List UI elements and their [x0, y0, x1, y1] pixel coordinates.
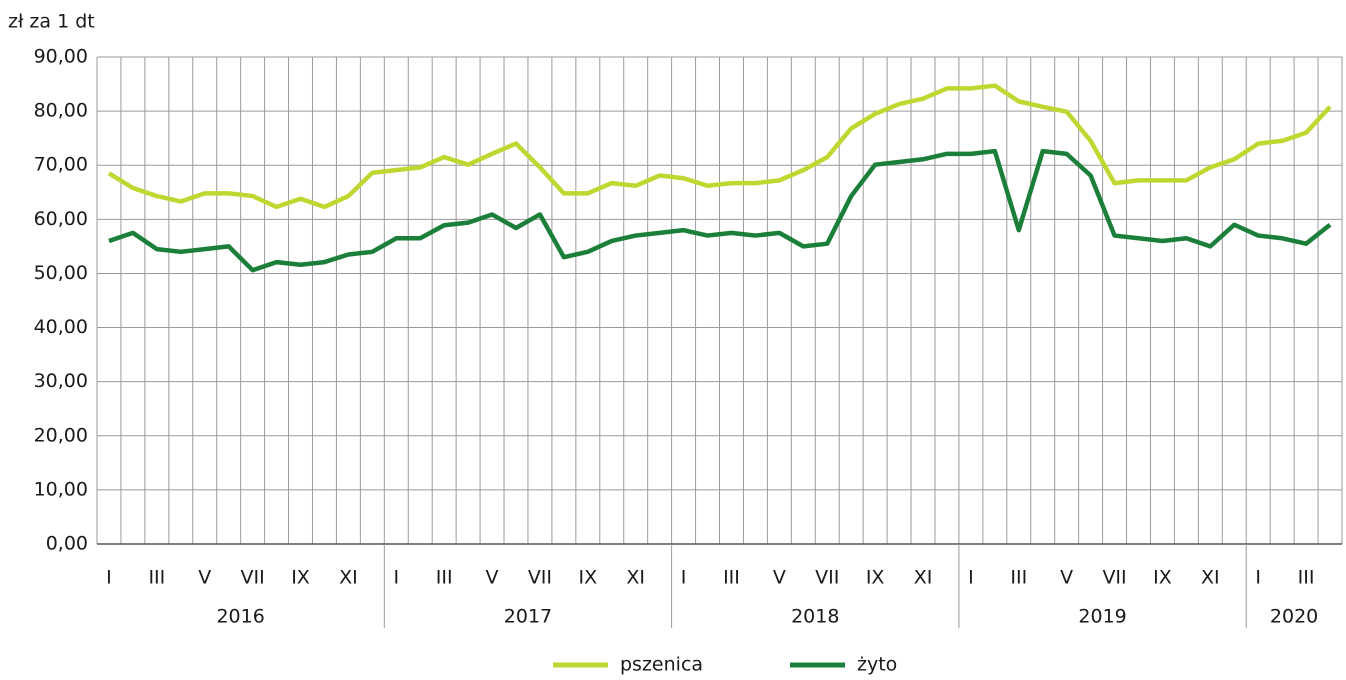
- x-tick-label: VII: [1102, 567, 1126, 589]
- y-tick-label: 0,00: [46, 533, 88, 555]
- y-axis-label: zł za 1 dt: [8, 11, 95, 33]
- x-tick-label: III: [148, 567, 165, 589]
- x-tick-label: I: [968, 567, 974, 589]
- y-tick-label: 20,00: [34, 424, 88, 446]
- x-tick-label: I: [1255, 567, 1261, 589]
- x-tick-label: V: [1060, 567, 1073, 589]
- x-tick-label: VII: [241, 567, 265, 589]
- x-tick-label: I: [106, 567, 112, 589]
- x-tick-label: IX: [1153, 567, 1172, 589]
- year-label: 2020: [1270, 606, 1318, 628]
- series-line: [107, 83, 1332, 210]
- year-label: 2019: [1078, 606, 1126, 628]
- y-tick-label: 10,00: [34, 478, 88, 500]
- x-tick-label: V: [198, 567, 211, 589]
- y-tick-label: 80,00: [34, 100, 88, 122]
- y-tick-label: 30,00: [34, 370, 88, 392]
- x-tick-label: IX: [291, 567, 310, 589]
- year-label: 2018: [791, 606, 839, 628]
- x-tick-label: IX: [579, 567, 598, 589]
- x-tick-label: III: [1298, 567, 1315, 589]
- x-tick-label: III: [1010, 567, 1027, 589]
- x-tick-label: XI: [626, 567, 645, 589]
- x-tick-label: III: [723, 567, 740, 589]
- y-tick-label: 70,00: [34, 154, 88, 176]
- x-tick-label: III: [436, 567, 453, 589]
- legend-label: pszenica: [620, 654, 703, 676]
- series-line: [108, 148, 1332, 273]
- y-tick-label: 40,00: [34, 316, 88, 338]
- y-tick-label: 60,00: [34, 208, 88, 230]
- year-label: 2016: [216, 606, 264, 628]
- x-tick-label: I: [393, 567, 399, 589]
- x-tick-label: I: [681, 567, 687, 589]
- x-tick-label: VII: [528, 567, 552, 589]
- x-tick-label: XI: [1201, 567, 1220, 589]
- year-label: 2017: [504, 606, 552, 628]
- x-tick-label: VII: [815, 567, 839, 589]
- x-tick-label: IX: [866, 567, 885, 589]
- y-tick-label: 50,00: [34, 262, 88, 284]
- x-tick-label: V: [773, 567, 786, 589]
- y-tick-label: 90,00: [34, 46, 88, 68]
- legend-label: żyto: [857, 654, 897, 676]
- x-tick-label: XI: [339, 567, 358, 589]
- x-tick-label: XI: [914, 567, 933, 589]
- x-tick-label: V: [486, 567, 499, 589]
